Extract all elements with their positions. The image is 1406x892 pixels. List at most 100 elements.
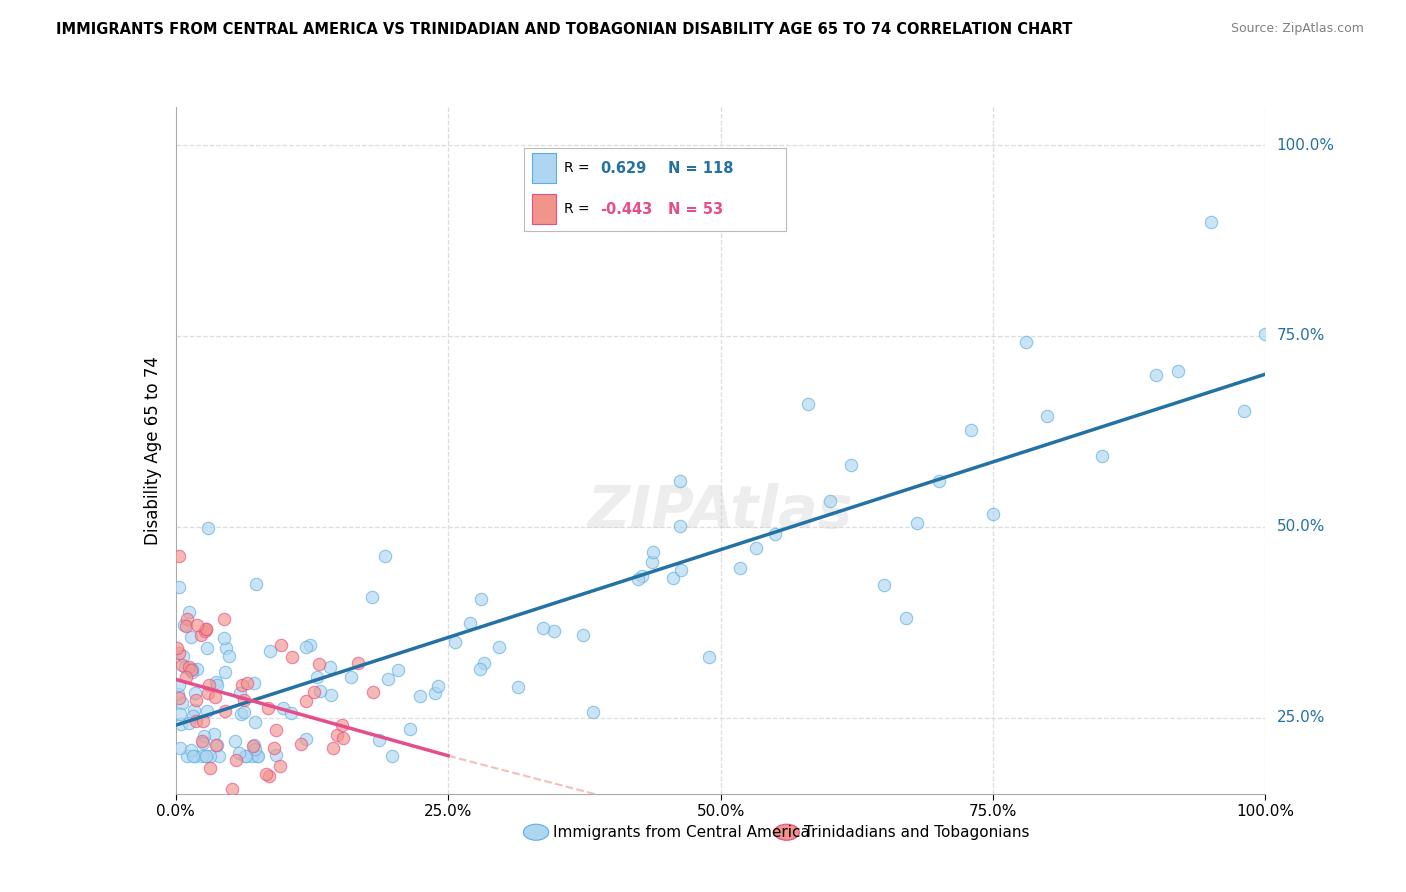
Point <box>181 748 204 763</box>
Point <box>264 748 287 763</box>
Point <box>193 714 215 729</box>
Point <box>981 507 1004 521</box>
Point <box>228 747 250 761</box>
Point <box>662 571 685 585</box>
Point <box>361 685 384 699</box>
Point <box>183 703 205 717</box>
Point <box>257 769 280 783</box>
Point <box>1233 403 1256 417</box>
Point <box>176 748 198 763</box>
Point <box>894 611 917 625</box>
Point <box>233 705 256 719</box>
Point <box>381 748 404 763</box>
Point <box>347 657 370 671</box>
Point <box>377 672 399 686</box>
Point <box>173 618 195 632</box>
Point <box>399 723 422 737</box>
Point <box>212 611 235 625</box>
Point <box>1146 368 1168 382</box>
Point <box>728 561 751 575</box>
Point <box>326 728 349 742</box>
Point <box>180 663 202 677</box>
Point <box>174 618 197 632</box>
Point <box>186 618 208 632</box>
Point <box>194 748 217 763</box>
Point <box>177 715 200 730</box>
Text: R =: R = <box>564 161 589 175</box>
Point <box>197 685 219 699</box>
Point <box>243 738 266 752</box>
Point <box>1015 335 1038 350</box>
Point <box>205 738 228 752</box>
Point <box>290 737 312 751</box>
Point <box>190 628 212 642</box>
Point <box>1091 449 1114 463</box>
Point <box>173 659 195 673</box>
Text: 25.0%: 25.0% <box>1277 710 1324 725</box>
Point <box>423 686 446 700</box>
Point <box>245 742 267 756</box>
Point <box>218 648 240 663</box>
Point <box>470 592 492 607</box>
Point <box>181 662 204 676</box>
Point <box>245 799 267 814</box>
Point <box>669 519 692 533</box>
Point <box>245 577 267 591</box>
Point <box>243 676 266 690</box>
Point <box>572 628 595 642</box>
Point <box>184 714 207 728</box>
Point <box>281 650 304 665</box>
Point <box>170 717 193 731</box>
Text: ZIPAtlas: ZIPAtlas <box>588 483 853 540</box>
Point <box>1254 326 1277 341</box>
Point <box>195 622 218 636</box>
Point <box>193 730 215 744</box>
Point <box>225 753 247 767</box>
Point <box>229 686 252 700</box>
Point <box>368 733 391 747</box>
Point <box>427 680 450 694</box>
Point <box>170 658 193 673</box>
Point <box>1167 363 1189 377</box>
Text: Source: ZipAtlas.com: Source: ZipAtlas.com <box>1230 22 1364 36</box>
Point <box>207 678 229 692</box>
Point <box>631 568 654 582</box>
Point <box>198 678 221 692</box>
Point <box>295 694 318 708</box>
Point <box>183 709 205 723</box>
Point <box>905 516 928 531</box>
Point <box>294 732 316 747</box>
Point <box>841 458 863 472</box>
Point <box>167 646 190 660</box>
Point <box>409 689 432 703</box>
Point <box>231 677 253 691</box>
Point <box>169 707 191 722</box>
Point <box>340 670 363 684</box>
Point <box>186 662 208 676</box>
Bar <box>533 153 555 183</box>
Point <box>243 715 266 730</box>
Point <box>873 577 896 591</box>
Point <box>271 701 294 715</box>
Text: IMMIGRANTS FROM CENTRAL AMERICA VS TRINIDADIAN AND TOBAGONIAN DISABILITY AGE 65 : IMMIGRANTS FROM CENTRAL AMERICA VS TRINI… <box>56 22 1073 37</box>
Text: N = 53: N = 53 <box>668 202 724 217</box>
Point <box>169 678 191 692</box>
Point <box>387 663 409 677</box>
Text: R =: R = <box>564 202 589 216</box>
Point <box>668 474 690 488</box>
Point <box>627 572 650 586</box>
Text: 0.629: 0.629 <box>600 161 647 176</box>
Point <box>174 670 197 684</box>
Point <box>374 549 396 564</box>
Point <box>302 684 325 698</box>
Point <box>180 743 202 757</box>
Point <box>531 621 554 635</box>
Bar <box>533 194 555 224</box>
Point <box>235 748 257 763</box>
Point <box>488 640 510 654</box>
Point <box>763 527 786 541</box>
Point <box>332 731 354 745</box>
Point <box>224 734 246 748</box>
Point <box>193 736 215 750</box>
Point <box>321 688 343 702</box>
